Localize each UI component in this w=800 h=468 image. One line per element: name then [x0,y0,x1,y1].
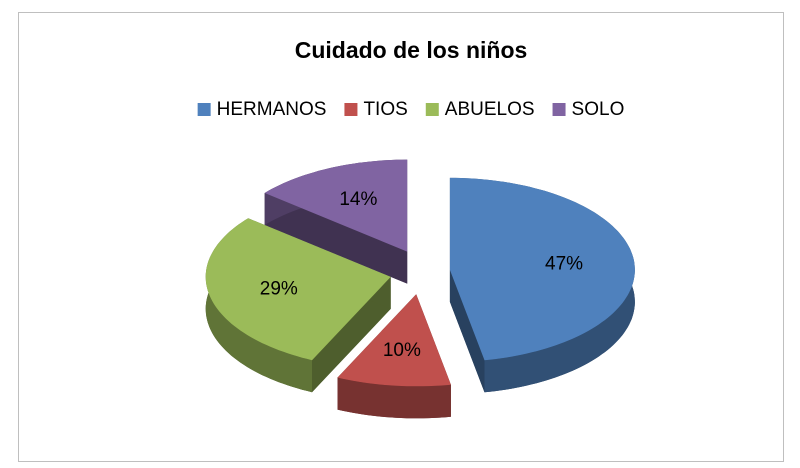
pie: 47% 10% 29% 14% [205,159,635,419]
legend-swatch [552,103,566,116]
data-label: 10% [383,340,421,361]
slice [264,159,408,252]
legend-label: HERMANOS [217,99,327,120]
legend-swatch [425,103,439,116]
chart-title: Cuidado de los niños [295,37,528,63]
legend-label: ABUELOS [445,99,535,120]
slice-side [312,276,391,393]
legend: HERMANOS TIOS ABUELOS SOLO [197,99,625,120]
data-label: 14% [339,189,377,210]
slice [337,294,451,387]
slice-wall [337,377,451,419]
data-label: 47% [545,254,583,275]
slice-wall [205,218,312,393]
slice-side [264,193,408,284]
legend-swatch [344,103,358,116]
legend-swatch [197,103,211,116]
legend-label: TIOS [363,99,407,120]
data-label: 29% [260,278,298,299]
legend-label: SOLO [572,99,625,120]
slice [205,218,391,361]
slice-side [449,269,485,393]
slice [449,177,635,361]
